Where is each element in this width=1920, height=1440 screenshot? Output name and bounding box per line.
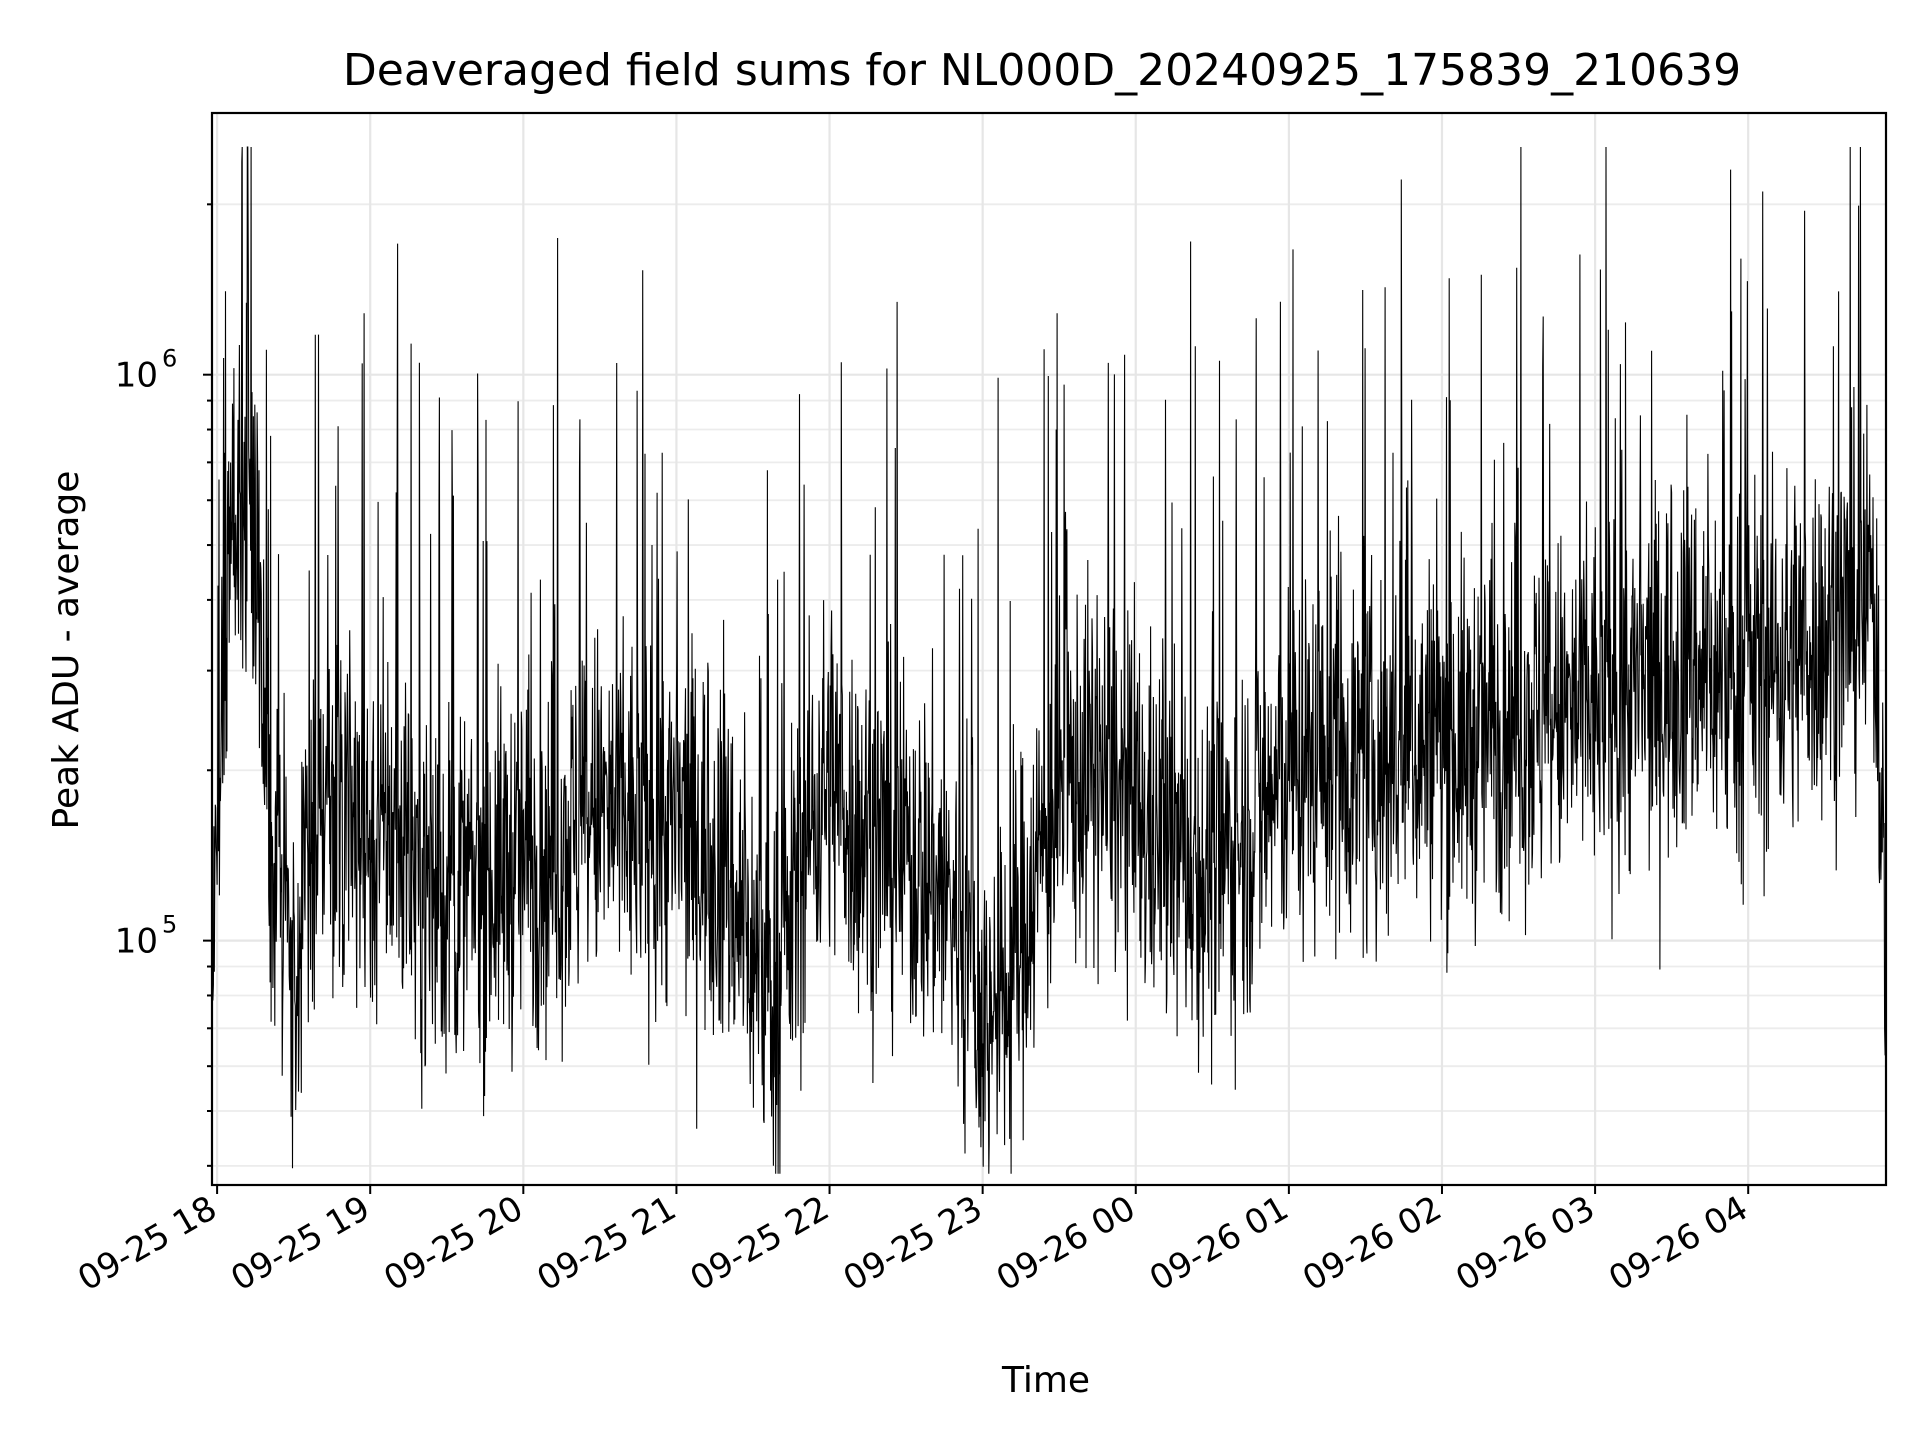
y-tick-label-exponent: 5 [162, 911, 177, 939]
y-axis-label: Peak ADU - average [46, 471, 87, 830]
chart-title: Deaveraged field sums for NL000D_2024092… [343, 45, 1741, 96]
y-tick-label: 10 [115, 922, 158, 962]
plot-frame [210, 111, 1888, 1187]
series-line [211, 146, 1887, 1174]
x-axis-label: Time [1001, 1360, 1090, 1401]
y-tick-label: 10 [115, 356, 158, 396]
series-layer [211, 146, 1887, 1174]
y-tick-label-exponent: 6 [162, 345, 177, 373]
